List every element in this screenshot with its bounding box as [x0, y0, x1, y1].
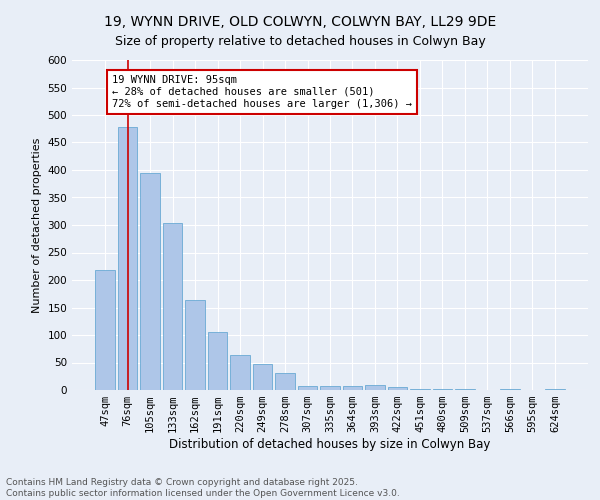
Text: 19 WYNN DRIVE: 95sqm
← 28% of detached houses are smaller (501)
72% of semi-deta: 19 WYNN DRIVE: 95sqm ← 28% of detached h…	[112, 76, 412, 108]
Bar	[163, 224, 182, 390]
Bar	[230, 355, 250, 390]
Bar	[118, 127, 137, 390]
Bar	[185, 300, 205, 390]
Bar	[343, 386, 362, 390]
X-axis label: Distribution of detached houses by size in Colwyn Bay: Distribution of detached houses by size …	[169, 438, 491, 451]
Text: 19, WYNN DRIVE, OLD COLWYN, COLWYN BAY, LL29 9DE: 19, WYNN DRIVE, OLD COLWYN, COLWYN BAY, …	[104, 15, 496, 29]
Text: Size of property relative to detached houses in Colwyn Bay: Size of property relative to detached ho…	[115, 35, 485, 48]
Bar	[140, 174, 160, 390]
Bar	[365, 385, 385, 390]
Bar	[320, 386, 340, 390]
Bar	[298, 386, 317, 390]
Bar	[208, 332, 227, 390]
Text: Contains HM Land Registry data © Crown copyright and database right 2025.
Contai: Contains HM Land Registry data © Crown c…	[6, 478, 400, 498]
Bar	[253, 364, 272, 390]
Y-axis label: Number of detached properties: Number of detached properties	[32, 138, 42, 312]
Bar	[95, 270, 115, 390]
Bar	[388, 387, 407, 390]
Bar	[275, 373, 295, 390]
